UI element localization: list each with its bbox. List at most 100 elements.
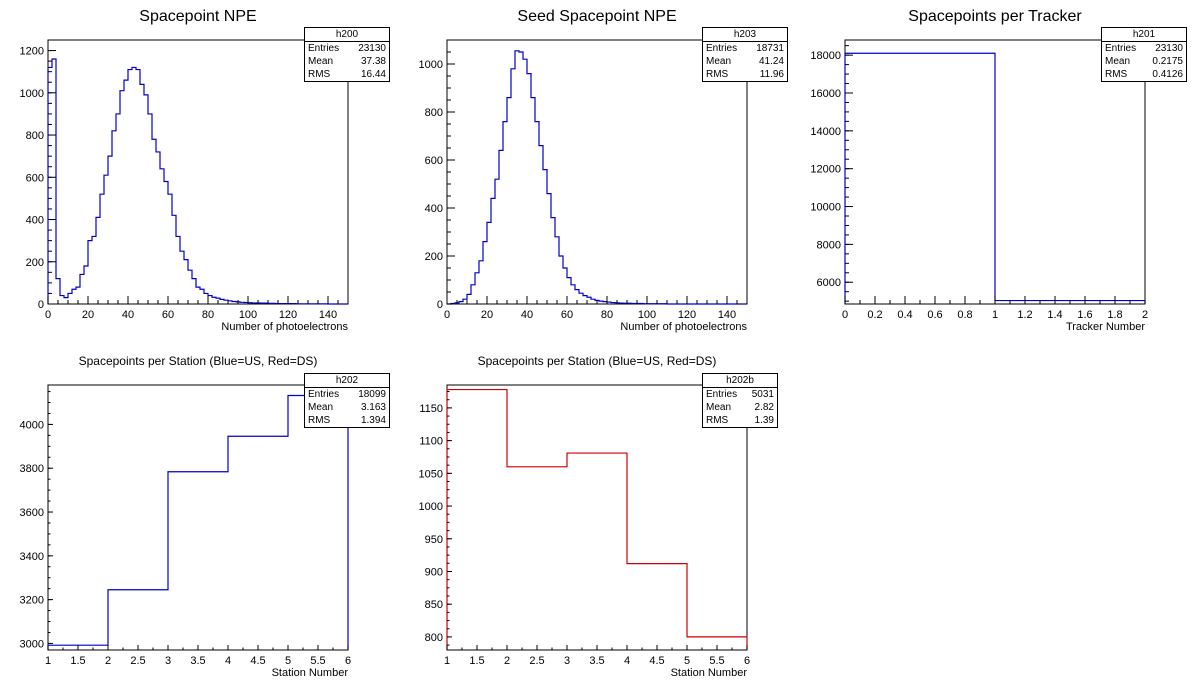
y-tick-label: 1050 [419, 468, 443, 480]
x-tick-label: 140 [718, 309, 736, 321]
stats-value: 1.39 [754, 415, 774, 426]
x-tick-label: 40 [521, 309, 533, 321]
x-tick-label: 4 [225, 655, 231, 667]
y-tick-label: 16000 [810, 88, 841, 100]
x-tick-label: 1.4 [1047, 309, 1062, 321]
y-tick-label: 3600 [20, 507, 44, 519]
y-tick-label: 850 [425, 599, 443, 611]
x-tick-label: 0 [444, 309, 450, 321]
x-tick-label: 0.4 [897, 309, 912, 321]
x-axis-label: Station Number [671, 667, 748, 679]
histogram-line [446, 388, 748, 650]
stats-row-mean: Mean 0.2175 [1102, 55, 1186, 68]
stats-row-entries: Entries 23130 [305, 42, 389, 55]
histogram-plot: 0 200 400 600 800 1000 0 20 40 60 80 100 120 140Numbe… [419, 39, 748, 333]
x-tick-label: 3 [564, 655, 570, 667]
x-tick-label: 1.8 [1107, 309, 1122, 321]
pad-seed-spacepoint-npe: Seed Spacepoint NPE 0 200 400 600 800 1000 0 20… [398, 0, 796, 345]
y-tick-label: 950 [425, 534, 443, 546]
x-tick-label: 0 [45, 309, 51, 321]
stats-box: h202 Entries 18099 Mean 3.163 RMS 1.394 [304, 373, 390, 428]
y-tick-label: 400 [26, 215, 44, 227]
x-tick-label: 1.6 [1077, 309, 1092, 321]
stats-row-rms: RMS 1.39 [703, 414, 777, 427]
x-tick-label: 1 [992, 309, 998, 321]
histogram-plot: 6000 8000 10000 12000 14000 16000 18000 0 0.2 0.4… [810, 39, 1148, 333]
y-tick-label: 1100 [419, 436, 443, 448]
stats-box: h200 Entries 23130 Mean 37.38 RMS 16.44 [304, 27, 390, 82]
x-tick-label: 0 [842, 309, 848, 321]
x-tick-label: 60 [561, 309, 573, 321]
x-tick-label: 4.5 [250, 655, 265, 667]
x-tick-label: 0.6 [927, 309, 942, 321]
x-tick-label: 4.5 [649, 655, 664, 667]
x-axis-label: Station Number [272, 667, 349, 679]
x-tick-label: 20 [82, 309, 94, 321]
y-tick-label: 3800 [20, 463, 44, 475]
stats-value: 2.82 [754, 402, 774, 413]
stats-row-entries: Entries 18099 [305, 388, 389, 401]
x-axis-label: Number of photoelectrons [221, 321, 348, 333]
y-tick-label: 800 [425, 107, 443, 119]
stats-box: h203 Entries 18731 Mean 41.24 RMS 11.96 [702, 27, 788, 82]
x-tick-label: 6 [345, 655, 351, 667]
y-tick-label: 14000 [810, 126, 841, 138]
x-tick-label: 3.5 [589, 655, 604, 667]
x-tick-label: 60 [162, 309, 174, 321]
y-tick-label: 200 [425, 251, 443, 263]
x-tick-label: 5 [285, 655, 291, 667]
stats-row-entries: Entries 23130 [1102, 42, 1186, 55]
y-tick-label: 600 [425, 155, 443, 167]
stats-label: Mean [1105, 56, 1131, 67]
pad-spacepoint-npe: Spacepoint NPE 0 200 400 600 800 1000 1200 0 20 4… [0, 0, 398, 345]
stats-label: Entries [1105, 43, 1137, 54]
x-tick-label: 1.5 [469, 655, 484, 667]
stats-row-mean: Mean 2.82 [703, 401, 777, 414]
stats-row-rms: RMS 16.44 [305, 68, 389, 81]
y-tick-label: 3200 [20, 595, 44, 607]
y-tick-label: 8000 [817, 239, 841, 251]
y-tick-label: 18000 [810, 50, 841, 62]
y-tick-label: 1000 [419, 59, 443, 71]
y-tick-label: 3000 [20, 638, 44, 650]
x-tick-label: 20 [481, 309, 493, 321]
x-tick-label: 5.5 [310, 655, 325, 667]
x-tick-label: 80 [601, 309, 613, 321]
stats-label: RMS [706, 415, 729, 426]
stats-value: 37.38 [360, 56, 386, 67]
y-tick-label: 12000 [810, 164, 841, 176]
x-tick-label: 5.5 [709, 655, 724, 667]
x-tick-label: 120 [279, 309, 297, 321]
y-tick-label: 10000 [810, 202, 841, 214]
stats-label: Entries [308, 43, 340, 54]
stats-label: Entries [706, 43, 738, 54]
x-tick-label: 120 [678, 309, 696, 321]
y-tick-label: 4000 [20, 419, 44, 431]
stats-value: 18099 [358, 389, 386, 400]
y-tick-label: 600 [26, 172, 44, 184]
stats-row-rms: RMS 0.4126 [1102, 68, 1186, 81]
y-tick-label: 400 [425, 203, 443, 215]
x-tick-label: 1 [444, 655, 450, 667]
y-tick-label: 800 [26, 130, 44, 142]
x-tick-label: 3 [165, 655, 171, 667]
stats-name: h203 [703, 28, 787, 42]
y-tick-label: 6000 [817, 277, 841, 289]
plot-title: Spacepoints per Tracker [908, 8, 1082, 25]
histogram-line [47, 394, 349, 650]
pad-spacepoints-per-station-ds: Spacepoints per Station (Blue=US, Red=DS… [398, 345, 796, 690]
stats-box: h202b Entries 5031 Mean 2.82 RMS 1.39 [702, 373, 778, 428]
plot-title: Spacepoints per Station (Blue=US, Red=DS… [78, 354, 318, 368]
stats-label: Mean [706, 402, 732, 413]
x-tick-label: 6 [744, 655, 750, 667]
x-axis-label: Number of photoelectrons [620, 321, 747, 333]
x-tick-label: 40 [122, 309, 134, 321]
y-tick-label: 1200 [20, 46, 44, 58]
histogram-line [447, 50, 747, 305]
pad-spacepoints-per-tracker: Spacepoints per Tracker 6000 8000 10000 120… [796, 0, 1196, 345]
stats-label: RMS [308, 415, 331, 426]
stats-row-mean: Mean 37.38 [305, 55, 389, 68]
stats-label: Entries [706, 389, 738, 400]
stats-value: 0.4126 [1152, 69, 1183, 80]
